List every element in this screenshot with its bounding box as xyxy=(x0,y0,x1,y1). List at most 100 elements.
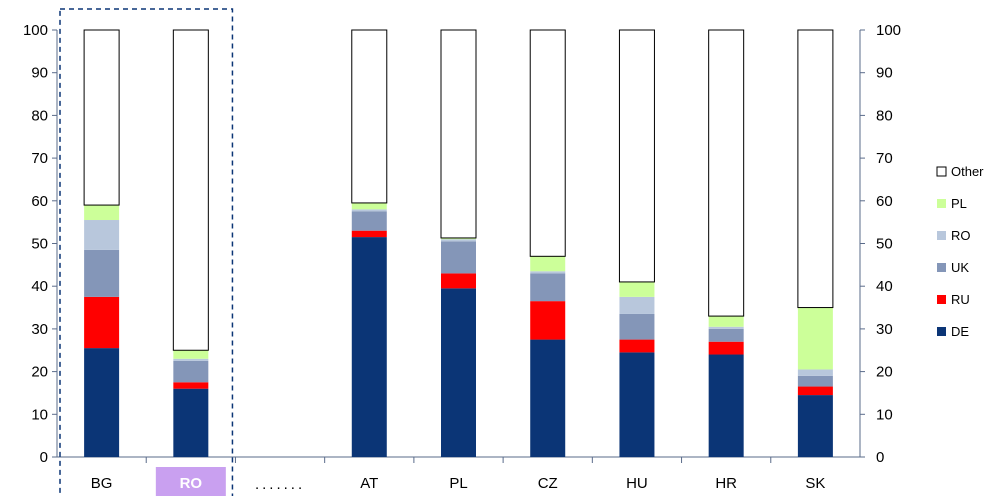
bar-segment-RO-Other xyxy=(172,29,209,351)
bar-segment-RO-RU xyxy=(173,382,209,389)
legend-label-Other: Other xyxy=(951,164,984,179)
bar-segment-CZ-RO xyxy=(530,271,566,274)
bar-segment-SK-Other xyxy=(797,29,834,309)
y-tick-label-left: 70 xyxy=(31,150,48,167)
y-tick-label-right: 30 xyxy=(876,321,893,338)
bar-segment-HU-RU xyxy=(619,339,655,353)
bar-segment-PL-PL xyxy=(441,237,476,240)
legend-swatch-DE xyxy=(937,327,946,336)
x-label-highlight-bg xyxy=(155,467,226,496)
bar-segment-AT-PL xyxy=(351,202,387,210)
bar-segment-BG-RU xyxy=(84,296,120,349)
legend: Other PL RO UK RU DE xyxy=(936,164,984,339)
bar-segment-AT-RU xyxy=(351,230,387,238)
legend-label-RU: RU xyxy=(951,292,970,307)
bar-segment-SK-RU xyxy=(797,386,833,396)
y-tick-label-right: 70 xyxy=(876,150,893,167)
bar-segment-HR-PL xyxy=(708,316,744,327)
legend-swatch-PL xyxy=(937,199,946,208)
legend-swatch-RU xyxy=(937,295,946,304)
bar-segment-HU-Other xyxy=(618,29,655,283)
x-tick-label: RO xyxy=(180,475,203,492)
bar-segment-CZ-Other xyxy=(529,29,566,257)
x-gap-marker: ....... xyxy=(255,476,305,493)
legend-label-UK: UK xyxy=(951,260,969,275)
y-axis-right: 0 10 20 30 40 50 60 70 80 90 100 xyxy=(859,22,901,466)
bar-segment-BG-Other xyxy=(83,29,120,206)
x-tick-label: HU xyxy=(626,475,648,492)
y-axis-left: 0 10 20 30 40 50 60 70 80 90 100 xyxy=(23,22,58,466)
legend-swatch-UK xyxy=(937,263,946,272)
y-tick-label-left: 40 xyxy=(31,278,48,295)
y-tick-label-left: 20 xyxy=(31,364,48,381)
bar-segment-PL-UK xyxy=(441,241,476,274)
bar-segment-HR-RO xyxy=(708,326,744,329)
x-tick-label: AT xyxy=(360,475,378,492)
bar-segment-PL-Other xyxy=(440,29,477,239)
y-tick-label-right: 50 xyxy=(876,236,893,253)
bars xyxy=(83,29,834,457)
bar-segment-BG-UK xyxy=(84,249,120,297)
bar-segment-HR-RU xyxy=(708,341,744,355)
bar-segment-SK-PL xyxy=(797,307,833,370)
y-tick-label-left: 90 xyxy=(31,65,48,82)
x-tick-label: BG xyxy=(91,475,113,492)
x-tick-label: CZ xyxy=(538,475,558,492)
y-tick-label-right: 10 xyxy=(876,406,893,423)
legend-label-PL: PL xyxy=(951,196,967,211)
x-tick-label: HR xyxy=(715,475,737,492)
bar-segment-BG-PL xyxy=(84,205,120,221)
y-tick-label-left: 0 xyxy=(40,449,48,466)
y-tick-label-right: 90 xyxy=(876,65,893,82)
bar-segment-AT-DE xyxy=(351,237,387,457)
y-tick-label-right: 0 xyxy=(876,449,884,466)
bar-segment-HU-PL xyxy=(619,281,655,297)
bar-segment-SK-DE xyxy=(797,395,833,457)
bar-segment-HU-DE xyxy=(619,352,655,457)
bar-segment-BG-RO xyxy=(84,220,120,250)
y-tick-label-left: 100 xyxy=(23,22,48,39)
bar-segment-PL-RU xyxy=(441,273,476,289)
bar-segment-SK-RO xyxy=(797,369,833,376)
legend-swatch-Other xyxy=(936,166,947,177)
bar-segment-SK-UK xyxy=(797,375,833,387)
y-tick-label-right: 80 xyxy=(876,107,893,124)
y-tick-label-right: 60 xyxy=(876,193,893,210)
bar-segment-PL-RO xyxy=(441,239,476,242)
y-tick-label-left: 50 xyxy=(31,236,48,253)
bar-segment-CZ-DE xyxy=(530,339,566,457)
y-tick-label-left: 60 xyxy=(31,193,48,210)
y-tick-label-right: 40 xyxy=(876,278,893,295)
x-tick-label: PL xyxy=(449,475,467,492)
bar-segment-AT-Other xyxy=(351,29,388,204)
x-tick-label: SK xyxy=(805,475,825,492)
y-tick-label-right: 100 xyxy=(876,22,901,39)
bar-segment-HU-UK xyxy=(619,313,655,340)
legend-swatch-RO xyxy=(937,231,946,240)
bar-segment-CZ-RU xyxy=(530,301,566,340)
bar-segment-HR-DE xyxy=(708,354,744,457)
legend-label-RO: RO xyxy=(951,228,971,243)
bar-segment-RO-RO xyxy=(173,358,209,361)
bar-segment-RO-DE xyxy=(173,388,209,457)
bar-segment-RO-PL xyxy=(173,350,209,359)
bar-segment-HU-RO xyxy=(619,296,655,314)
bar-segment-HR-Other xyxy=(708,29,745,317)
bar-segment-AT-UK xyxy=(351,211,387,231)
bar-segment-AT-RO xyxy=(351,209,387,212)
y-tick-label-left: 10 xyxy=(31,406,48,423)
bar-segment-RO-UK xyxy=(173,360,209,383)
y-tick-label-left: 80 xyxy=(31,107,48,124)
x-axis xyxy=(57,456,860,463)
bar-segment-PL-DE xyxy=(441,288,476,457)
bar-segment-CZ-PL xyxy=(530,256,566,272)
legend-label-DE: DE xyxy=(951,324,969,339)
y-tick-label-right: 20 xyxy=(876,364,893,381)
x-tick-labels: BG RO....... AT PL CZ HU HR SK xyxy=(91,467,825,496)
highlight-dashed-box xyxy=(59,8,234,496)
bar-segment-CZ-UK xyxy=(530,273,566,302)
bar-segment-HR-UK xyxy=(708,328,744,342)
bar-segment-BG-DE xyxy=(84,348,120,457)
y-tick-label-left: 30 xyxy=(31,321,48,338)
